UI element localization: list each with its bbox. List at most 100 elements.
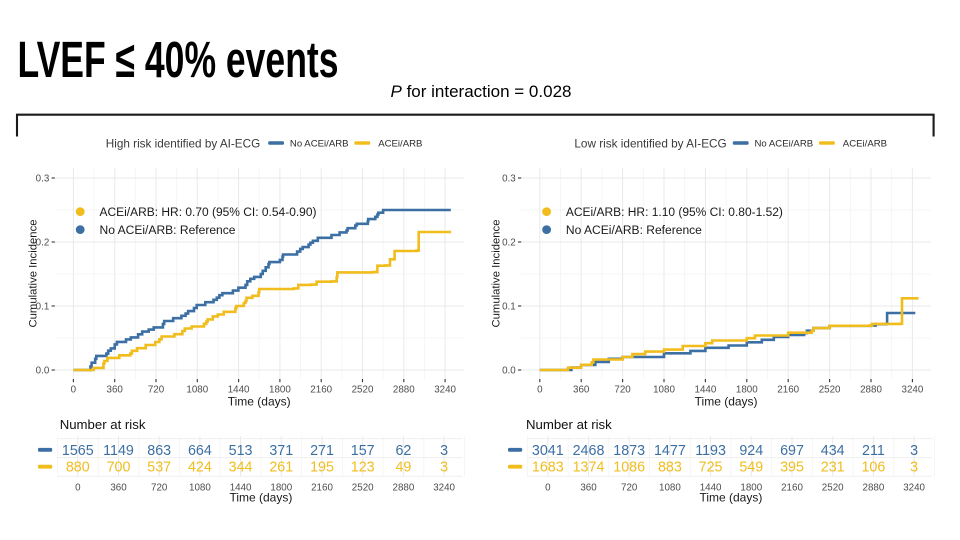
svg-text:0: 0	[545, 482, 551, 493]
svg-text:0.3: 0.3	[502, 174, 516, 185]
svg-text:924: 924	[739, 443, 763, 459]
svg-text:371: 371	[269, 443, 293, 459]
svg-text:195: 195	[310, 460, 334, 476]
svg-text:720: 720	[151, 482, 168, 493]
svg-text:1440: 1440	[695, 384, 717, 395]
svg-text:Time (days): Time (days)	[229, 491, 292, 505]
svg-text:2160: 2160	[781, 482, 803, 493]
svg-text:1800: 1800	[269, 384, 291, 395]
svg-text:2880: 2880	[863, 482, 885, 493]
svg-text:2520: 2520	[352, 384, 374, 395]
svg-text:2520: 2520	[819, 384, 841, 395]
svg-text:271: 271	[310, 443, 334, 459]
svg-text:1374: 1374	[573, 460, 605, 476]
svg-text:1565: 1565	[62, 443, 94, 459]
svg-text:3: 3	[910, 443, 918, 459]
svg-text:0.2: 0.2	[502, 238, 516, 249]
svg-text:3: 3	[910, 460, 918, 476]
svg-text:0.0: 0.0	[36, 366, 50, 377]
svg-text:395: 395	[780, 460, 804, 476]
svg-text:P for interaction = 0.028: P for interaction = 0.028	[391, 82, 572, 101]
svg-text:2520: 2520	[822, 482, 844, 493]
svg-text:1800: 1800	[740, 482, 762, 493]
svg-text:2880: 2880	[393, 384, 415, 395]
svg-text:434: 434	[821, 443, 845, 459]
svg-text:49: 49	[395, 460, 411, 476]
svg-text:2160: 2160	[310, 384, 332, 395]
svg-text:0.1: 0.1	[36, 302, 50, 313]
svg-text:0.2: 0.2	[36, 238, 50, 249]
svg-text:ACEi/ARB: HR: 1.10 (95% CI: 0.: ACEi/ARB: HR: 1.10 (95% CI: 0.80-1.52)	[566, 205, 783, 219]
svg-text:1080: 1080	[189, 482, 211, 493]
svg-text:883: 883	[658, 460, 682, 476]
svg-text:0: 0	[75, 482, 81, 493]
svg-text:1080: 1080	[659, 482, 681, 493]
svg-text:360: 360	[573, 384, 590, 395]
svg-text:1800: 1800	[270, 482, 292, 493]
svg-text:Time (days): Time (days)	[699, 491, 762, 505]
svg-text:720: 720	[148, 384, 165, 395]
svg-text:2520: 2520	[352, 482, 374, 493]
svg-text:720: 720	[614, 384, 631, 395]
svg-text:360: 360	[580, 482, 597, 493]
svg-text:1193: 1193	[695, 443, 726, 459]
svg-text:1800: 1800	[736, 384, 758, 395]
svg-text:863: 863	[147, 443, 171, 459]
svg-text:1080: 1080	[186, 384, 208, 395]
svg-text:106: 106	[861, 460, 885, 476]
svg-text:LVEF ≤ 40% events: LVEF ≤ 40% events	[18, 31, 339, 88]
svg-text:Number at risk: Number at risk	[526, 417, 612, 432]
svg-text:ACEi/ARB: ACEi/ARB	[378, 138, 422, 149]
svg-text:513: 513	[229, 443, 253, 459]
svg-text:No ACEi/ARB: No ACEi/ARB	[755, 138, 814, 149]
svg-text:123: 123	[351, 460, 375, 476]
svg-text:720: 720	[621, 482, 638, 493]
svg-text:0.0: 0.0	[502, 366, 516, 377]
svg-text:0: 0	[71, 384, 77, 395]
svg-text:Low risk identified by AI-ECG: Low risk identified by AI-ECG	[574, 137, 726, 151]
svg-text:0: 0	[537, 384, 543, 395]
svg-text:664: 664	[188, 443, 212, 459]
svg-text:261: 261	[269, 460, 293, 476]
svg-text:1477: 1477	[654, 443, 686, 459]
svg-text:157: 157	[351, 443, 375, 459]
svg-text:697: 697	[780, 443, 804, 459]
svg-text:High risk identified by AI-ECG: High risk identified by AI-ECG	[106, 137, 260, 151]
svg-text:537: 537	[147, 460, 171, 476]
svg-text:1080: 1080	[653, 384, 675, 395]
svg-text:1440: 1440	[230, 482, 252, 493]
svg-text:1440: 1440	[228, 384, 250, 395]
svg-text:3041: 3041	[532, 443, 564, 459]
svg-text:360: 360	[107, 384, 124, 395]
svg-text:424: 424	[188, 460, 212, 476]
svg-text:344: 344	[229, 460, 253, 476]
svg-text:1149: 1149	[103, 443, 134, 459]
svg-text:211: 211	[862, 443, 885, 459]
svg-text:700: 700	[107, 460, 131, 476]
svg-text:231: 231	[821, 460, 845, 476]
svg-text:3240: 3240	[434, 384, 456, 395]
svg-text:2160: 2160	[777, 384, 799, 395]
svg-text:0.3: 0.3	[36, 174, 50, 185]
svg-text:Cumulative Incidence: Cumulative Incidence	[491, 219, 503, 327]
svg-text:1873: 1873	[613, 443, 645, 459]
svg-text:360: 360	[110, 482, 127, 493]
svg-text:Cumulative Incidence: Cumulative Incidence	[28, 219, 40, 327]
svg-text:Time (days): Time (days)	[228, 395, 291, 409]
svg-text:1440: 1440	[700, 482, 722, 493]
svg-text:3240: 3240	[433, 482, 455, 493]
svg-text:2468: 2468	[573, 443, 605, 459]
svg-text:62: 62	[395, 443, 411, 459]
svg-text:549: 549	[739, 460, 763, 476]
svg-text:No ACEi/ARB: Reference: No ACEi/ARB: Reference	[100, 223, 236, 237]
svg-text:Time (days): Time (days)	[695, 395, 758, 409]
svg-text:3: 3	[440, 443, 448, 459]
svg-text:2880: 2880	[393, 482, 415, 493]
svg-text:ACEi/ARB: HR: 0.70 (95% CI: 0.: ACEi/ARB: HR: 0.70 (95% CI: 0.54-0.90)	[100, 205, 317, 219]
svg-text:3240: 3240	[903, 482, 925, 493]
svg-text:3: 3	[440, 460, 448, 476]
svg-text:1086: 1086	[613, 460, 645, 476]
svg-text:2880: 2880	[860, 384, 882, 395]
svg-text:Number at risk: Number at risk	[60, 417, 146, 432]
svg-text:2160: 2160	[311, 482, 333, 493]
